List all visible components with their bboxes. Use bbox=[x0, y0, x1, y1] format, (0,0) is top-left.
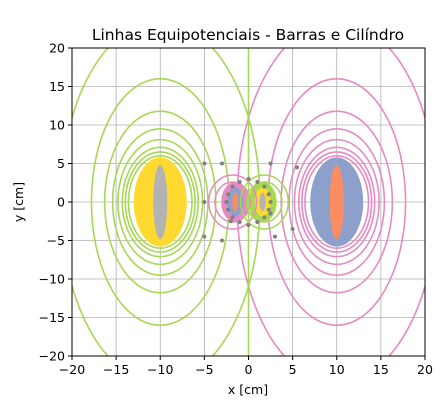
cylinder-point-2 bbox=[226, 208, 230, 212]
x-tick-label-1: −15 bbox=[103, 362, 129, 377]
cylinder-point-4 bbox=[231, 215, 235, 219]
left-bar-fill-inner bbox=[153, 165, 167, 239]
x-axis-label: x [cm] bbox=[228, 382, 268, 397]
y-tick-label-5: 5 bbox=[57, 156, 65, 171]
cylinder-point-6 bbox=[238, 220, 242, 224]
cylinder-point-8 bbox=[247, 223, 251, 227]
right-bar-fill-inner bbox=[330, 165, 344, 239]
cylinder-point-24 bbox=[291, 227, 295, 231]
y-tick-label-1: −15 bbox=[39, 310, 65, 325]
x-tick-label-7: 15 bbox=[373, 362, 389, 377]
cylinder-point-26 bbox=[269, 212, 273, 216]
cyl-lobe-left-inner bbox=[232, 193, 238, 211]
cylinder-point-13 bbox=[267, 192, 271, 196]
y-tick-label-8: 20 bbox=[49, 41, 65, 56]
y-tick-label-2: −10 bbox=[39, 272, 65, 287]
cylinder-point-0 bbox=[224, 200, 228, 204]
cylinder-point-14 bbox=[267, 208, 271, 212]
y-tick-label-0: −20 bbox=[39, 349, 65, 364]
y-tick-label-3: −5 bbox=[47, 233, 65, 248]
cylinder-point-20 bbox=[202, 200, 206, 204]
cylinder-point-19 bbox=[220, 239, 224, 243]
x-tick-label-6: 10 bbox=[329, 362, 345, 377]
cylinder-point-18 bbox=[220, 162, 224, 166]
cylinder-point-5 bbox=[238, 180, 242, 184]
cylinder-point-17 bbox=[202, 235, 206, 239]
y-axis-label: y [cm] bbox=[11, 182, 26, 222]
cylinder-point-22 bbox=[273, 235, 277, 239]
cylinder-point-11 bbox=[262, 185, 266, 189]
y-tick-label-4: 0 bbox=[57, 195, 65, 210]
x-tick-label-0: −20 bbox=[59, 362, 85, 377]
cylinder-point-16 bbox=[202, 162, 206, 166]
x-tick-label-4: 0 bbox=[245, 362, 253, 377]
cylinder-point-10 bbox=[255, 220, 259, 224]
cyl-lobe-right-inner bbox=[260, 193, 266, 211]
y-tick-label-6: 10 bbox=[49, 118, 65, 133]
cylinder-point-9 bbox=[255, 180, 259, 184]
cylinder-point-7 bbox=[247, 177, 251, 181]
x-tick-label-8: 20 bbox=[417, 362, 433, 377]
cylinder-point-12 bbox=[262, 215, 266, 219]
cylinder-point-1 bbox=[226, 192, 230, 196]
x-tick-label-2: −10 bbox=[147, 362, 173, 377]
x-tick-label-3: −5 bbox=[195, 362, 213, 377]
cylinder-point-25 bbox=[229, 219, 233, 223]
cylinder-point-15 bbox=[269, 200, 273, 204]
cylinder-point-21 bbox=[269, 162, 273, 166]
x-tick-label-5: 5 bbox=[289, 362, 297, 377]
y-tick-label-7: 15 bbox=[49, 79, 65, 94]
chart-title: Linhas Equipotenciais - Barras e Cilíndr… bbox=[92, 26, 404, 44]
cylinder-point-23 bbox=[295, 165, 299, 169]
cylinder-point-3 bbox=[231, 185, 235, 189]
